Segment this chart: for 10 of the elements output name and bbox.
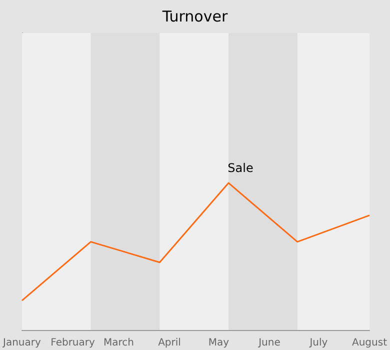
x-tick-label: January (2, 338, 41, 348)
x-tick-label: June (258, 338, 280, 348)
x-tick-label: July (308, 338, 328, 348)
x-tick-label: May (208, 338, 230, 348)
x-tick-label: August (352, 338, 388, 348)
x-tick-label: February (50, 338, 96, 348)
x-tick-label: April (158, 338, 181, 348)
chart-title: Turnover (161, 8, 228, 26)
x-tick-label: March (103, 338, 134, 348)
annotation: Sale (228, 160, 254, 175)
